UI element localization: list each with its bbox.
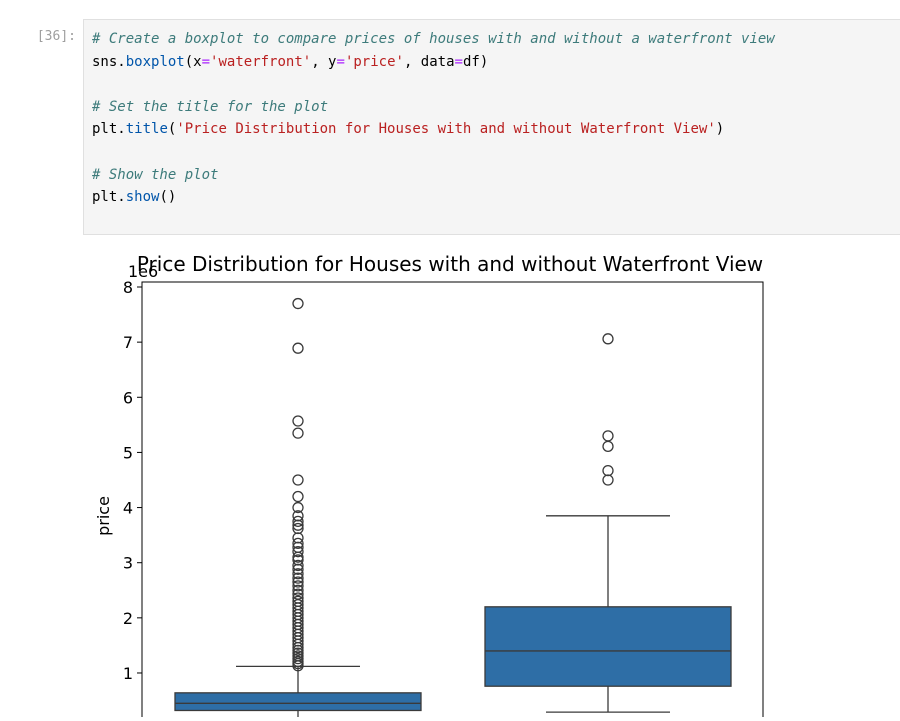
outlier-point xyxy=(602,333,614,345)
outlier-point xyxy=(292,568,304,580)
code-line: plt.title('Price Distribution for Houses… xyxy=(92,121,724,137)
code-token: 'waterfront' xyxy=(210,53,312,70)
outlier-point xyxy=(292,551,304,563)
cell-output: 1 2 3 4 5 6 7 8 Price Distribution for Houses w… xyxy=(83,243,900,721)
outlier-point xyxy=(602,430,614,442)
outlier-point xyxy=(292,415,304,427)
outlier-point xyxy=(292,576,304,588)
outlier-point xyxy=(292,297,304,310)
code-line: # Create a boxplot to compare prices of … xyxy=(92,31,775,47)
code-token: df) xyxy=(462,53,489,70)
y-axis-label: price xyxy=(94,496,113,536)
code-cell-input[interactable]: # Create a boxplot to compare prices of … xyxy=(83,19,900,235)
outlier-point xyxy=(292,584,304,596)
code-comment: # Show the plot xyxy=(92,166,219,183)
outlier-point xyxy=(292,572,304,584)
code-token: , y xyxy=(311,53,337,70)
outlier-point xyxy=(292,580,304,592)
outlier-point xyxy=(292,519,304,531)
y-tick-label: 7 xyxy=(123,333,133,352)
box-iqr xyxy=(484,606,732,687)
code-comment: # Set the title for the plot xyxy=(92,98,329,115)
y-tick-label: 3 xyxy=(123,554,133,573)
code-token: ( xyxy=(167,121,177,138)
outlier-point xyxy=(292,474,304,486)
code-token: boxplot xyxy=(125,53,185,70)
cell-prompt: [36]: xyxy=(36,29,76,44)
y-tick-label: 6 xyxy=(123,388,133,407)
y-tick-label: 4 xyxy=(123,499,133,518)
code-token: title xyxy=(125,121,168,138)
outlier-point xyxy=(292,515,304,527)
code-token: show xyxy=(125,189,160,206)
outlier-point xyxy=(292,644,304,657)
code-token: () xyxy=(159,189,177,206)
outlier-point xyxy=(292,563,304,575)
code-token: plt xyxy=(92,121,118,138)
outlier-point xyxy=(292,638,304,650)
y-tick-label: 8 xyxy=(123,278,133,297)
code-editor[interactable]: # Create a boxplot to compare prices of … xyxy=(92,28,775,209)
box-iqr xyxy=(174,692,422,712)
code-token: = xyxy=(336,53,345,70)
y-tick-label: 1 xyxy=(123,664,133,683)
code-line: # Show the plot xyxy=(92,167,218,183)
y-axis-ticks: 1 2 3 4 5 6 7 8 xyxy=(123,278,142,683)
code-token: , data xyxy=(403,53,455,70)
code-token: . xyxy=(117,53,126,70)
code-token: (x xyxy=(184,53,202,70)
outlier-point xyxy=(292,546,304,558)
code-token: plt xyxy=(92,189,118,206)
outlier-point xyxy=(602,464,614,477)
code-comment: # Create a boxplot to compare prices of … xyxy=(92,31,775,47)
outlier-point xyxy=(292,641,304,654)
outlier-point xyxy=(292,660,304,672)
code-line: # Set the title for the plot xyxy=(92,99,328,115)
code-line: sns.boxplot(x='waterfront', y='price', d… xyxy=(92,54,488,70)
code-token: = xyxy=(454,53,463,70)
outlier-point xyxy=(292,537,304,550)
chart-title: Price Distribution for Houses with and w… xyxy=(137,252,763,276)
code-token: . xyxy=(117,121,126,138)
code-line: plt.show() xyxy=(92,189,176,205)
outlier-point xyxy=(292,427,304,439)
outlier-point xyxy=(292,490,304,503)
outlier-point xyxy=(292,342,304,354)
code-token: 'Price Distribution for Houses with and … xyxy=(176,121,716,138)
box-group xyxy=(174,297,732,721)
code-token: sns xyxy=(92,53,118,70)
boxplot-chart: 1 2 3 4 5 6 7 8 Price Distribution for Houses w… xyxy=(94,252,764,721)
axis-offset-text: 1e6 xyxy=(128,262,158,281)
code-token: ) xyxy=(715,121,725,138)
code-token: = xyxy=(201,53,211,70)
y-tick-label: 5 xyxy=(123,443,133,462)
outlier-point xyxy=(292,559,304,572)
code-token: . xyxy=(117,189,126,206)
outlier-point xyxy=(602,440,614,453)
code-token: 'price' xyxy=(344,53,404,70)
outlier-point xyxy=(602,474,614,486)
outlier-point xyxy=(292,652,304,665)
outlier-point xyxy=(292,501,304,514)
y-tick-label: 2 xyxy=(123,609,133,628)
